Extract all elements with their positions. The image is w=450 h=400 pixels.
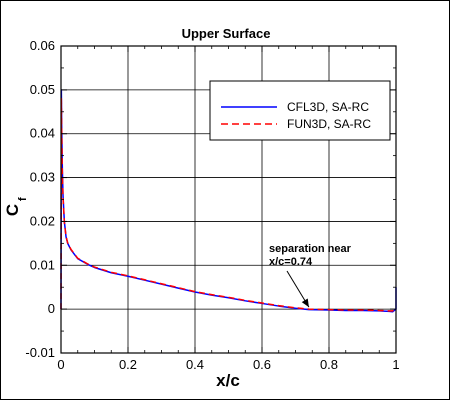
x-tick-label: 1 — [392, 357, 399, 372]
x-tick-label: 0.6 — [253, 357, 271, 372]
legend-label-fun3d: FUN3D, SA-RC — [287, 117, 371, 131]
separation-annotation: separation near x/c=0.74 — [269, 243, 352, 308]
y-tick-label: 0.05 — [30, 82, 55, 97]
annotation-line-2: x/c=0.74 — [269, 256, 313, 268]
x-tick-label: 0 — [57, 357, 64, 372]
y-tick-label: 0.06 — [30, 38, 55, 53]
y-axis-label-subscript: f — [17, 197, 29, 201]
x-axis-label: x/c — [216, 371, 240, 390]
legend-box — [209, 80, 391, 141]
x-tick-label: 0.8 — [320, 357, 338, 372]
tick-layer: 0 0.2 0.4 0.6 0.8 1-0.0100.010.020.030.040.05… — [25, 38, 399, 372]
y-tick-label: 0 — [48, 301, 55, 316]
x-tick-label: 0.4 — [186, 357, 204, 372]
series-layer — [60, 89, 397, 313]
x-tick-label: 0.2 — [119, 357, 137, 372]
legend-label-cfl3d: CFL3D, SA-RC — [287, 100, 369, 114]
y-tick-label: 0.03 — [30, 170, 55, 185]
legend: CFL3D, SA-RC FUN3D, SA-RC — [209, 80, 391, 141]
y-tick-label: 0.01 — [30, 257, 55, 272]
y-axis-label: C f — [3, 197, 29, 216]
chart-title: Upper Surface — [182, 26, 271, 41]
y-tick-label: -0.01 — [25, 345, 55, 360]
y-tick-label: 0.04 — [30, 126, 55, 141]
y-tick-label: 0.02 — [30, 213, 55, 228]
y-axis-label-main: C — [3, 204, 22, 216]
annotation-line-1: separation near — [269, 243, 352, 255]
annotation-arrowhead — [301, 298, 309, 308]
